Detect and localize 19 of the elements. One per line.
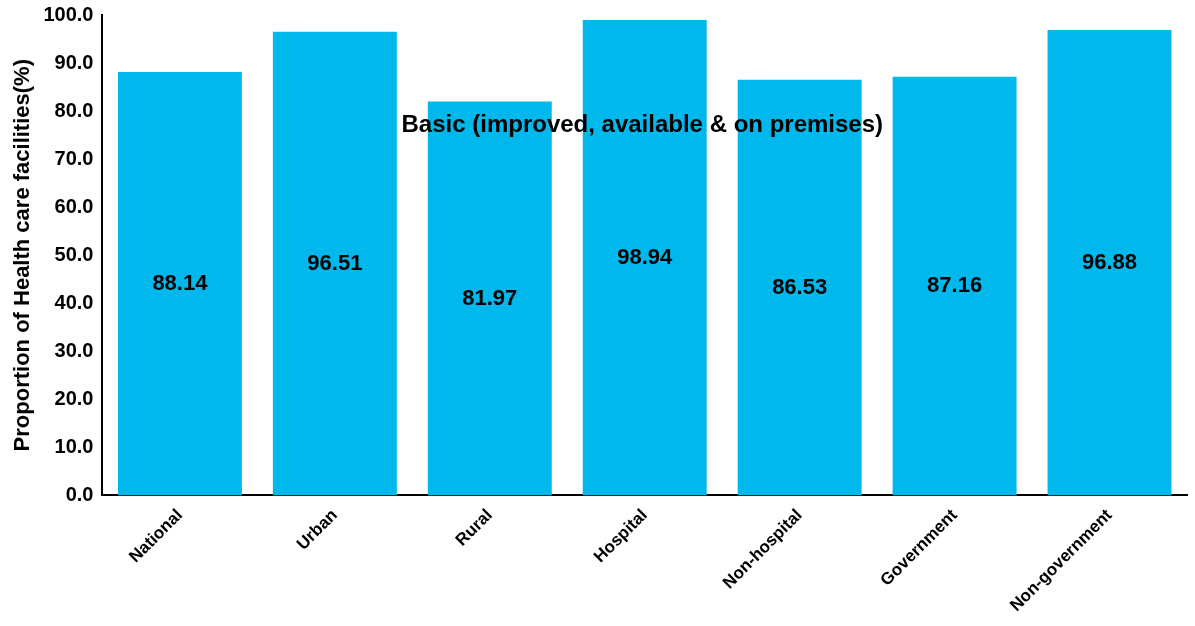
y-tick-label: 10.0	[54, 434, 94, 457]
y-tick-label: 40.0	[54, 290, 94, 313]
y-tick-label: 60.0	[54, 194, 94, 217]
y-tick-label: 90.0	[54, 50, 94, 73]
data-label: 81.97	[462, 284, 518, 310]
data-label: 87.16	[927, 272, 983, 298]
data-label: 96.51	[307, 249, 363, 275]
y-tick-label: 30.0	[54, 338, 94, 361]
y-tick-label: 100.0	[43, 2, 94, 25]
y-tick-label: 50.0	[54, 242, 94, 265]
y-tick-label: 0.0	[65, 482, 94, 505]
data-label: 86.53	[772, 273, 828, 299]
y-tick-label: 20.0	[54, 386, 94, 409]
data-label: 98.94	[617, 243, 674, 269]
y-tick-label: 80.0	[54, 98, 94, 121]
data-label: 88.14	[152, 269, 209, 295]
y-axis-title: Proportion of Health care facilities(%)	[9, 59, 35, 452]
y-tick-label: 70.0	[54, 146, 94, 169]
data-label: 96.88	[1082, 248, 1138, 274]
